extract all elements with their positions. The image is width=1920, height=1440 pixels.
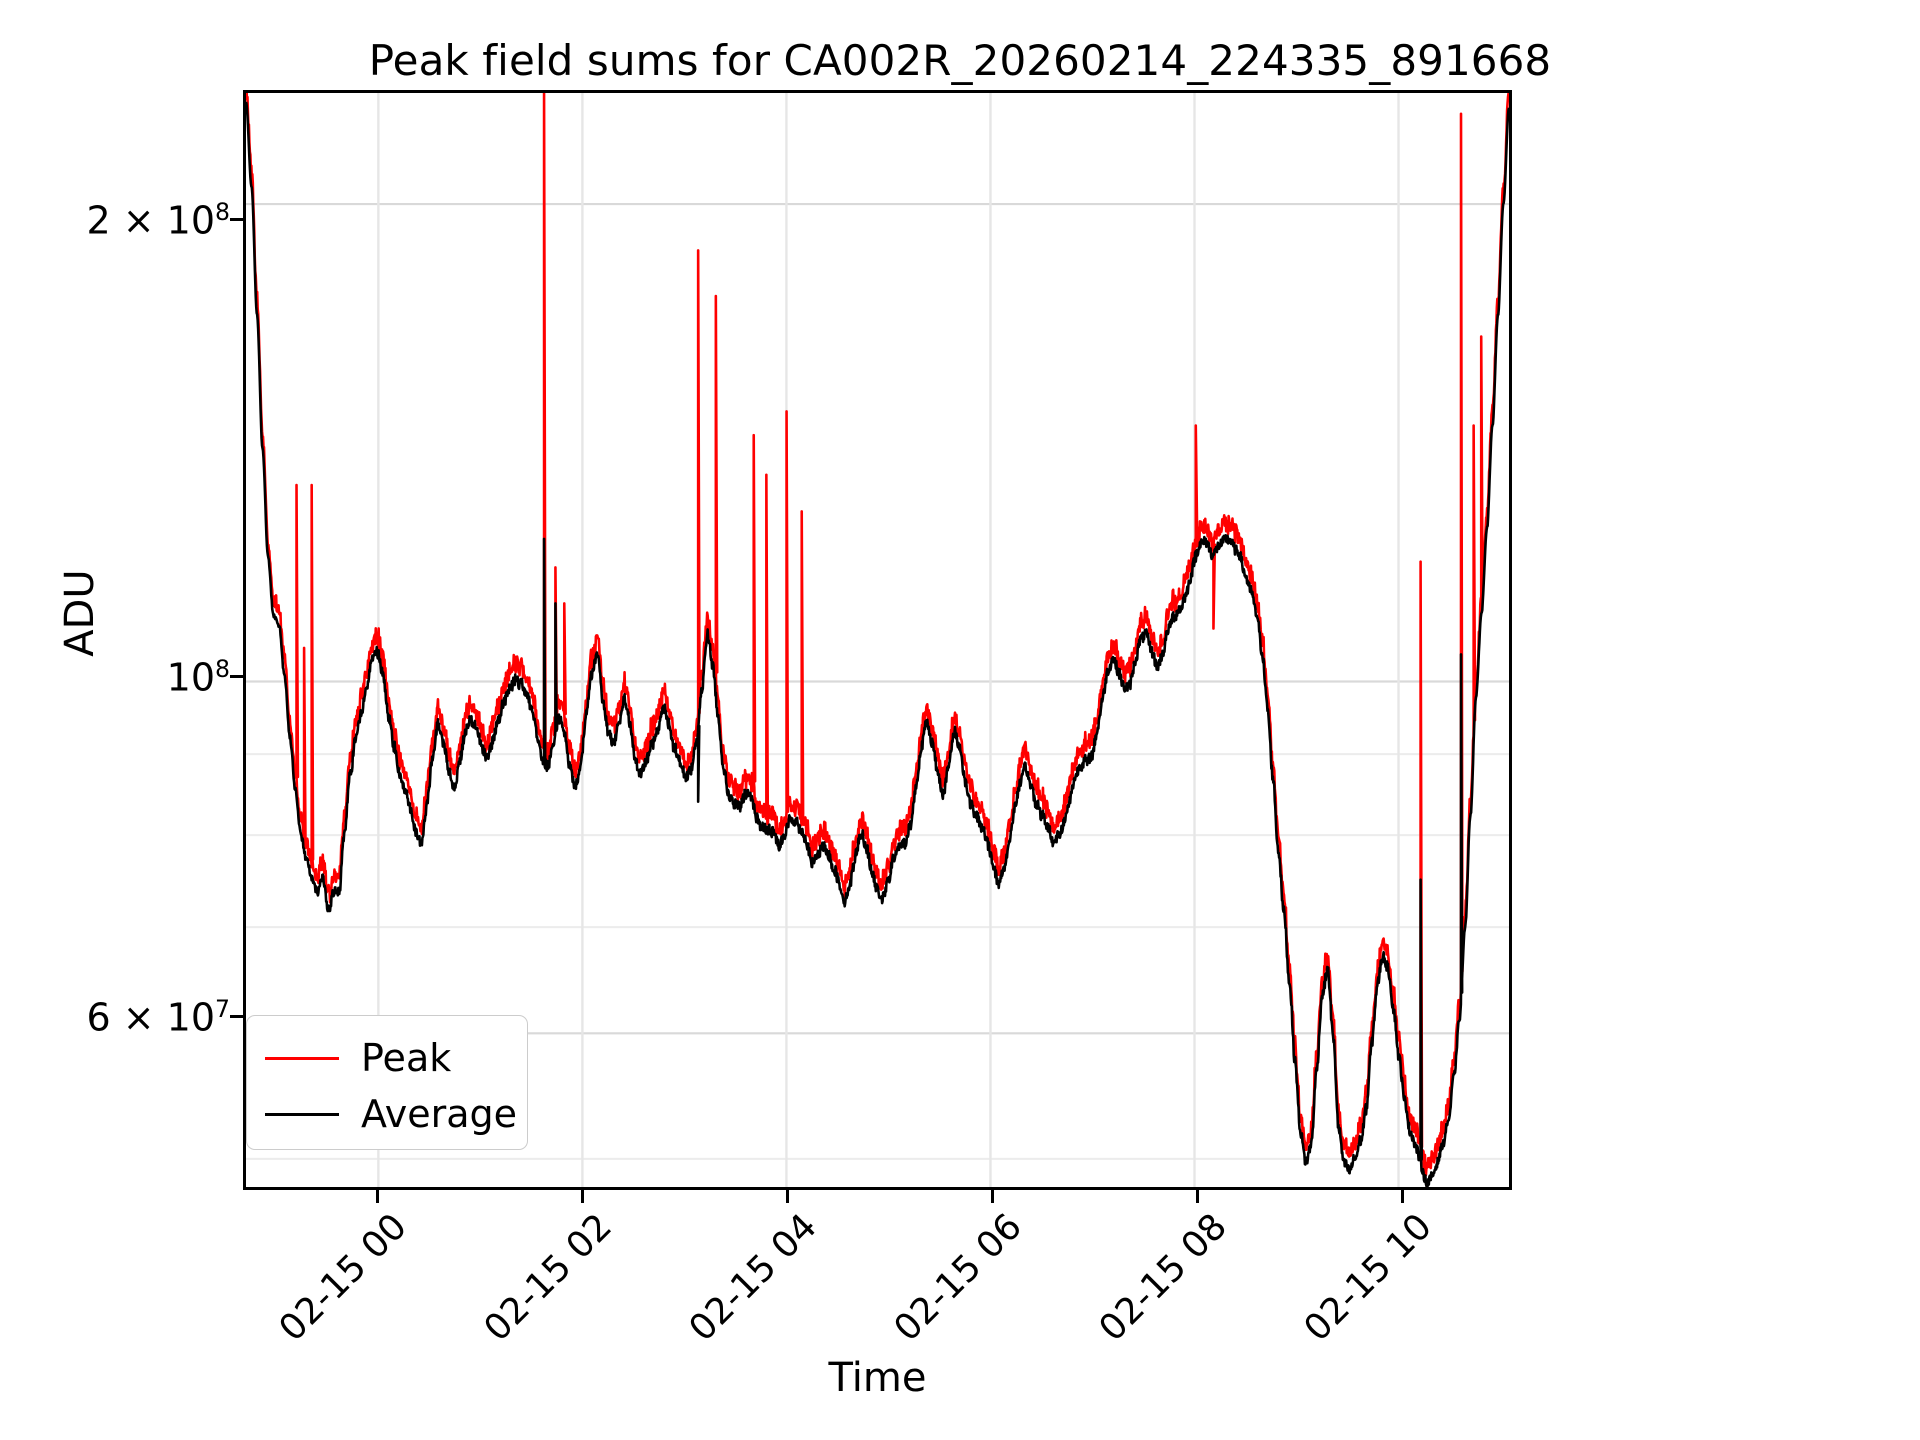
y-tick-mark-6e7 [230,1015,243,1018]
x-tick-mark-1 [581,1190,584,1203]
legend-swatch-peak [265,1056,339,1060]
x-tick-label-4: 02-15 08 [1091,1206,1235,1350]
legend-entry-average: Average [247,1086,527,1142]
x-tick-label-3: 02-15 06 [886,1206,1030,1350]
x-tick-label-0: 02-15 00 [271,1206,415,1350]
legend-label-peak: Peak [361,1036,452,1080]
y-tick-mark-1e8 [230,675,243,678]
x-tick-mark-2 [786,1190,789,1203]
legend: Peak Average [246,1015,528,1150]
x-tick-mark-0 [376,1190,379,1203]
x-tick-label-5: 02-15 10 [1296,1206,1440,1350]
x-tick-label-1: 02-15 02 [476,1206,620,1350]
y-tick-label-6e7: 6 × 107 [86,995,230,1040]
data-series-layer [246,93,1509,1187]
x-tick-label-2: 02-15 04 [681,1206,825,1350]
chart-title: Peak field sums for CA002R_20260214_2243… [368,36,1552,85]
x-tick-mark-3 [991,1190,994,1203]
y-tick-label-2e8: 2 × 108 [86,198,230,243]
legend-swatch-average [265,1112,339,1116]
x-axis-title: Time [828,1355,927,1401]
x-tick-mark-5 [1401,1190,1404,1203]
y-tick-label-1e8: 108 [166,655,230,700]
x-tick-mark-4 [1196,1190,1199,1203]
legend-label-average: Average [361,1092,518,1136]
y-tick-mark-2e8 [230,218,243,221]
legend-entry-peak: Peak [247,1030,527,1086]
plot-area [243,90,1512,1190]
